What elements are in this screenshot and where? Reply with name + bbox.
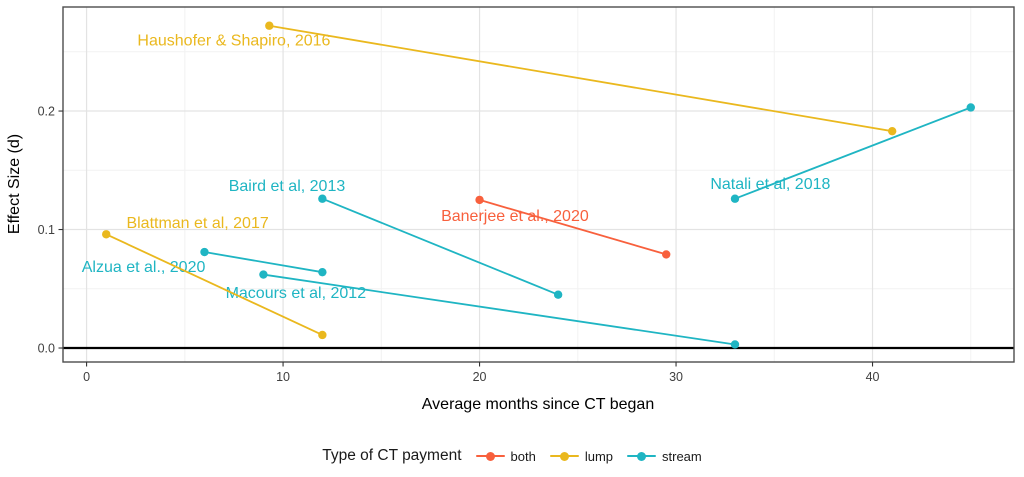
series-line [322,197,559,296]
series-line [479,199,667,256]
y-tick-label: 0.0 [38,341,55,355]
gridlines [63,7,1014,362]
legend: Type of CT payment both lump stream [0,435,1024,477]
line-dot-key-icon [549,451,579,461]
key-dot-icon [637,451,647,461]
data-point [102,230,111,239]
data-point [730,340,740,349]
study-label: Blattman et al, 2017 [126,215,268,232]
data-point [730,194,740,203]
data-point [265,21,274,30]
study-label: Alzua et al., 2020 [82,259,206,276]
legend-label-lump: lump [584,448,614,464]
legend-title: Type of CT payment [322,447,462,464]
study-label: Haushofer & Shapiro, 2016 [137,32,330,49]
line-dot-key-icon [627,451,657,461]
data-point [318,330,327,340]
plot-canvas: Haushofer & Shapiro, 2016 Blattman et al,… [6,6,1015,413]
x-axis-title: Average months since CT began [422,396,654,413]
y-axis-title: Effect Size (d) [6,134,23,234]
series-line [269,24,893,133]
series-blattman-et-al-2017 [102,230,327,340]
legend-label-stream: stream [662,448,702,464]
legend-item-lump: lump [549,448,614,464]
study-label: Baird et al, 2013 [229,178,346,195]
study-label: Macours et al, 2012 [226,285,367,302]
axis-ticks: 0 10 20 30 40 0.0 0.1 0.2 [38,104,880,384]
series-banerjee-et-al-2020 [475,195,671,259]
series-line [105,233,323,336]
x-tick-label: 40 [866,370,880,384]
series-natali-et-al-2018 [730,103,975,203]
series-alzua-et-al-2020 [200,247,327,277]
data-point [475,195,484,205]
line-dot-key-icon [475,451,505,461]
series-macours-et-al-2012 [259,270,740,349]
series-line [734,106,972,200]
data-point [966,103,975,112]
panel-frame [62,6,1015,363]
key-dot-icon [485,451,495,461]
study-labels: Haushofer & Shapiro, 2016 Blattman et al,… [82,32,831,301]
data-point [318,267,327,277]
legend-item-both: both [475,448,536,464]
x-tick-label: 20 [473,370,487,384]
series-line [204,251,323,274]
series-haushofer-shapiro-2016 [265,21,897,136]
key-dot-icon [559,451,569,461]
y-tick-label: 0.2 [38,104,55,118]
x-tick-label: 30 [669,370,683,384]
data-point [553,290,563,299]
data-series [102,21,975,349]
data-point [662,250,671,259]
data-point [259,270,268,279]
series-baird-et-al-2013 [318,194,563,299]
panel-border [62,6,1015,363]
y-tick-label: 0.1 [38,223,55,237]
legend-item-stream: stream [627,449,702,464]
data-point [200,247,209,257]
x-tick-label: 0 [83,370,90,384]
data-point [318,194,327,203]
legend-label-both: both [510,448,536,464]
x-tick-label: 10 [276,370,290,384]
series-line [263,273,736,346]
data-point [887,126,897,136]
